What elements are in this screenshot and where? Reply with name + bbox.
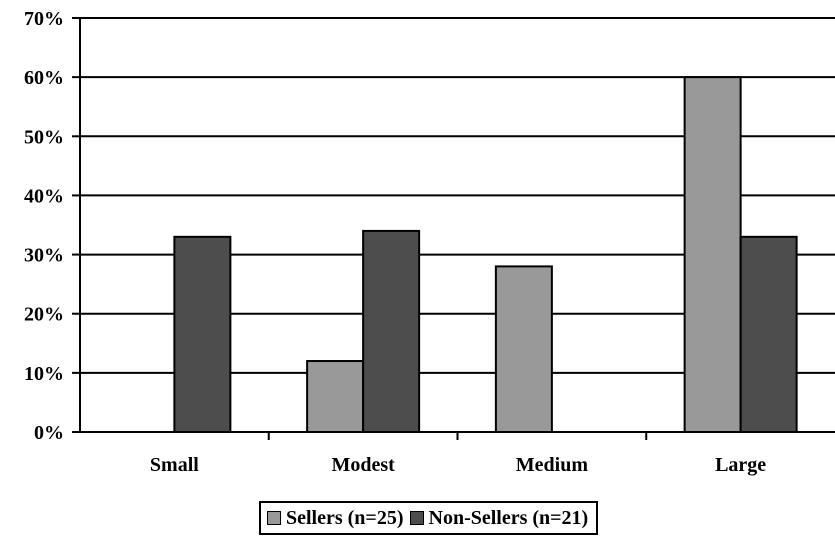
y-tick-label: 50% — [24, 126, 64, 148]
bar-modest-sellers — [306, 360, 365, 433]
bar-medium-sellers — [494, 265, 553, 433]
y-tick-label: 30% — [24, 245, 64, 267]
x-category-label: Modest — [331, 454, 395, 476]
y-tick-label: 70% — [24, 8, 64, 30]
bar-large-sellers — [683, 76, 742, 434]
bar-small-non-sellers — [173, 235, 232, 433]
y-tick-label: 40% — [24, 185, 64, 207]
axes — [72, 17, 835, 440]
x-category-label: Large — [715, 454, 766, 476]
x-category-label: Small — [150, 454, 199, 476]
y-tick-label: 0% — [34, 422, 64, 444]
x-category-labels: Small Modest Medium Large — [150, 454, 766, 476]
bars — [173, 76, 798, 434]
legend: Sellers (n=25) Non-Sellers (n=21) — [259, 501, 599, 535]
bar-modest-non-sellers — [362, 229, 421, 433]
y-tick-labels: 0% 10% 20% 30% 40% 50% 60% 70% — [24, 8, 64, 444]
bar-chart: 0% 10% 20% 30% 40% 50% 60% 70% Small Modest Mediu… — [24, 8, 835, 476]
legend-item-non-sellers: Non-Sellers (n=21) — [409, 506, 589, 530]
x-category-label: Medium — [516, 454, 589, 476]
y-tick-label: 20% — [24, 304, 64, 326]
y-tick-label: 10% — [24, 363, 64, 385]
y-tick-label: 60% — [24, 67, 64, 89]
legend-swatch-sellers — [267, 511, 281, 525]
bar-large-non-sellers — [739, 235, 798, 433]
legend-swatch-non-sellers — [409, 511, 424, 525]
legend-item-sellers: Sellers (n=25) — [267, 507, 404, 530]
legend-label-non-sellers: Non-Sellers (n=21) — [428, 506, 589, 529]
legend-label-sellers: Sellers (n=25) — [286, 506, 404, 529]
